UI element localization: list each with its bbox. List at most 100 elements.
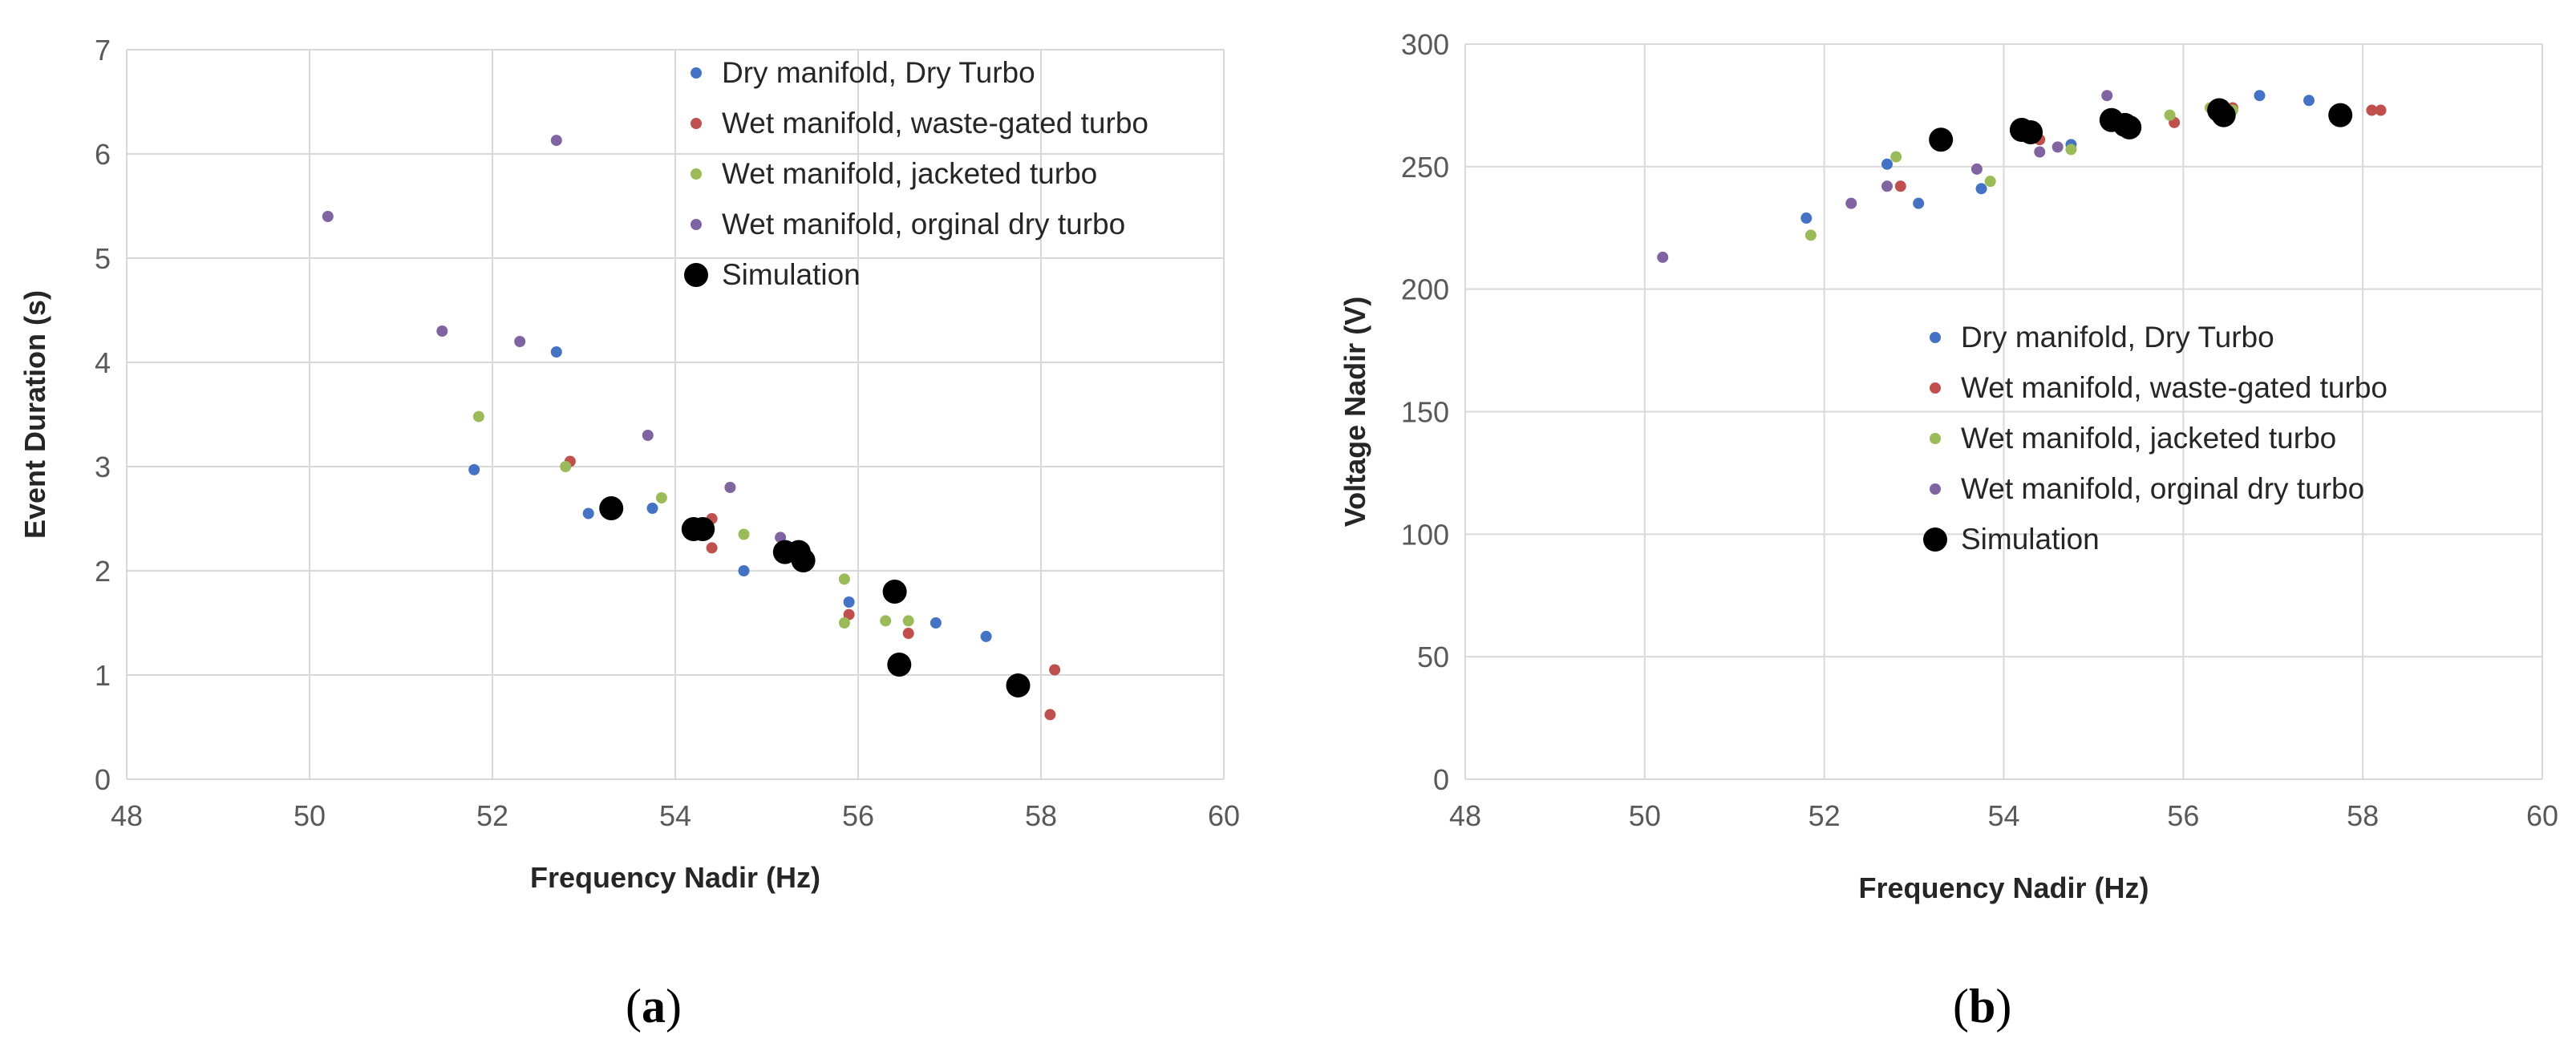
data-point-jacket xyxy=(1890,151,1902,163)
data-point-waste xyxy=(1049,664,1061,676)
data-point-dry xyxy=(2254,90,2266,102)
data-point-jacket xyxy=(1984,176,1996,188)
legend-marker-sim xyxy=(1923,528,1947,552)
x-tick-label: 52 xyxy=(476,799,508,832)
data-point-jacket xyxy=(738,528,750,540)
x-axis-title: Frequency Nadir (Hz) xyxy=(1858,871,2149,904)
y-tick-label: 4 xyxy=(95,346,111,379)
data-point-sim xyxy=(691,517,715,541)
y-tick-label: 2 xyxy=(95,555,111,588)
data-point-jacket xyxy=(880,615,892,627)
y-tick-label: 6 xyxy=(95,138,111,171)
chart-b: 48 50 52 54 56 58 60 0 50 100 150 200 250 300 Frequenc… xyxy=(1339,28,2558,1033)
x-tick-label: 50 xyxy=(294,799,326,832)
data-point-dry xyxy=(1975,183,1987,195)
y-tick-label: 300 xyxy=(1401,28,1449,61)
data-point-dry xyxy=(468,463,480,475)
data-point-orig xyxy=(2051,141,2064,153)
data-point-orig xyxy=(2034,146,2046,158)
data-point-jacket xyxy=(2164,109,2176,121)
data-point-waste xyxy=(2375,104,2387,116)
caption-close: ) xyxy=(666,980,682,1033)
legend-marker-waste xyxy=(691,118,702,129)
y-tick-label: 3 xyxy=(95,451,111,483)
caption-letter: a xyxy=(642,980,666,1033)
data-point-orig xyxy=(550,135,562,147)
x-tick-label: 48 xyxy=(111,799,143,832)
x-axis-title: Frequency Nadir (Hz) xyxy=(530,861,820,894)
x-tick-label: 50 xyxy=(1629,799,1661,832)
y-axis-title: Voltage Nadir (V) xyxy=(1339,297,1371,527)
data-point-waste xyxy=(843,608,855,621)
legend-marker-dry xyxy=(691,67,702,79)
caption-letter: b xyxy=(1969,980,1995,1033)
x-tick-label: 52 xyxy=(1808,799,1841,832)
data-point-dry xyxy=(2303,95,2315,107)
legend-label-waste: Wet manifold, waste-gated turbo xyxy=(722,107,1148,139)
data-point-sim xyxy=(2117,115,2142,139)
y-tick-label: 0 xyxy=(1433,763,1449,796)
data-point-orig xyxy=(436,325,448,337)
x-tick-label: 60 xyxy=(2526,799,2558,832)
data-point-orig xyxy=(1657,251,1669,263)
data-point-jacket xyxy=(1804,229,1817,241)
caption-open: ( xyxy=(626,980,642,1033)
data-point-dry xyxy=(1800,212,1813,224)
legend-label-jacket: Wet manifold, jacketed turbo xyxy=(1961,422,2336,455)
data-point-orig xyxy=(1970,163,1983,175)
data-point-dry xyxy=(1913,197,1925,209)
data-point-dry xyxy=(646,503,658,514)
legend-marker-jacket xyxy=(691,168,702,180)
legend-marker-jacket xyxy=(1930,433,1941,444)
y-tick-label: 1 xyxy=(95,659,111,692)
legend-marker-orig xyxy=(1930,483,1941,495)
legend-label-jacket: Wet manifold, jacketed turbo xyxy=(722,157,1097,190)
y-tick-label: 7 xyxy=(95,34,111,67)
data-point-sim xyxy=(887,653,912,677)
x-tick-label: 54 xyxy=(659,799,691,832)
data-point-orig xyxy=(1845,197,1857,209)
data-point-sim xyxy=(882,580,907,604)
data-point-waste xyxy=(1894,180,1906,192)
legend-label-sim: Simulation xyxy=(1961,523,2100,556)
data-point-sim xyxy=(2211,103,2236,127)
data-point-sim xyxy=(791,548,816,572)
data-point-sim xyxy=(2328,103,2353,127)
y-tick-label: 50 xyxy=(1417,641,1449,673)
y-tick-label: 150 xyxy=(1401,396,1449,429)
figure-caption: (b) xyxy=(1953,980,2011,1033)
legend-marker-waste xyxy=(1930,382,1941,394)
data-point-jacket xyxy=(838,617,850,629)
data-point-waste xyxy=(2366,104,2378,116)
data-point-jacket xyxy=(655,492,667,503)
data-point-dry xyxy=(843,596,855,608)
legend-label-dry: Dry manifold, Dry Turbo xyxy=(722,56,1035,89)
x-tick-label: 56 xyxy=(842,799,874,832)
data-point-orig xyxy=(322,211,334,222)
data-point-jacket xyxy=(472,410,484,422)
data-point-sim xyxy=(1006,673,1031,697)
x-tick-label: 58 xyxy=(1025,799,1057,832)
data-point-orig xyxy=(724,482,736,493)
x-tick-label: 54 xyxy=(1987,799,2019,832)
data-point-dry xyxy=(738,565,750,576)
data-point-sim xyxy=(1929,127,1954,152)
data-point-orig xyxy=(514,336,526,347)
data-point-orig xyxy=(642,430,654,441)
legend-label-waste: Wet manifold, waste-gated turbo xyxy=(1961,371,2388,404)
data-point-dry xyxy=(1881,158,1894,170)
data-point-dry xyxy=(930,617,942,629)
legend-label-sim: Simulation xyxy=(722,258,861,291)
y-tick-label: 100 xyxy=(1401,518,1449,551)
data-point-waste xyxy=(902,628,914,639)
y-tick-label: 250 xyxy=(1401,151,1449,184)
y-tick-label: 0 xyxy=(95,763,111,796)
data-point-dry xyxy=(582,507,594,519)
data-point-jacket xyxy=(838,573,850,585)
legend-marker-sim xyxy=(684,263,708,287)
data-point-dry xyxy=(550,346,562,358)
y-axis-title: Event Duration (s) xyxy=(18,290,51,539)
data-point-jacket xyxy=(560,461,572,472)
data-point-orig xyxy=(1881,180,1894,192)
